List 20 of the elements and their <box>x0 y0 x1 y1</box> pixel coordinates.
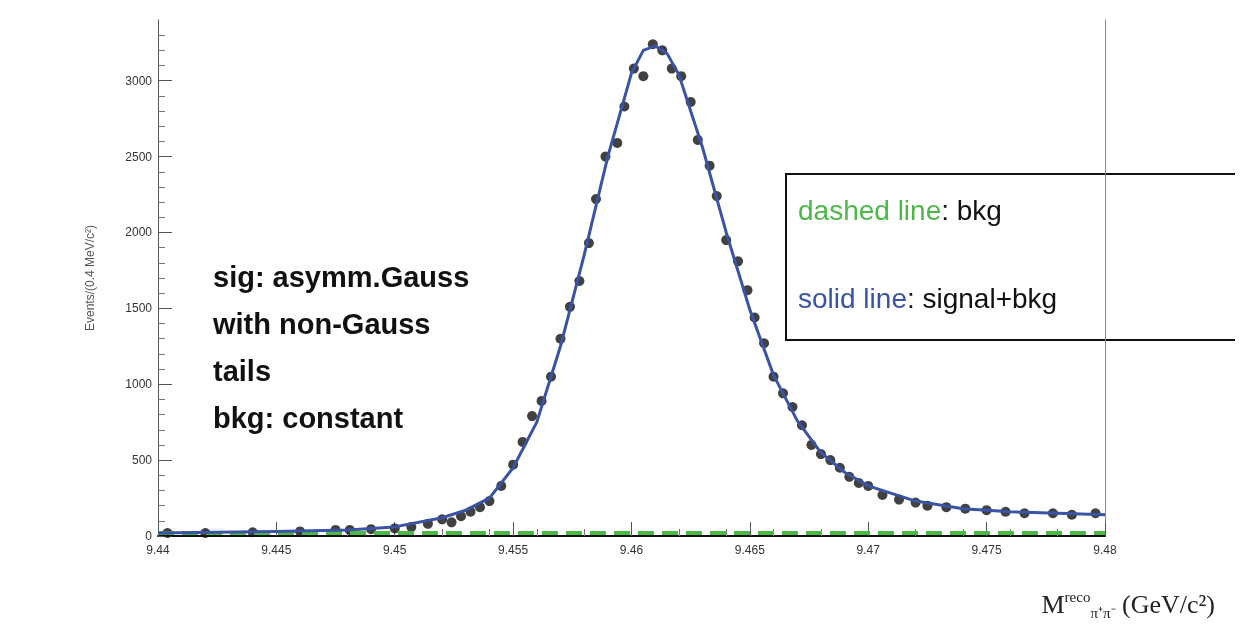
y-tick-label: 1000 <box>125 377 153 392</box>
x-tick-label: 9.45 <box>383 543 407 557</box>
y-axis-title: Events/(0.4 MeV/c²) <box>83 224 97 332</box>
x-tick-label: 9.465 <box>734 543 766 557</box>
y-tick-label: 500 <box>131 453 153 468</box>
y-tick-label: 2000 <box>125 225 153 240</box>
y-tick-label: 1500 <box>125 301 153 316</box>
x-tick-label: 9.455 <box>498 543 529 557</box>
x-tick-label: 9.48 <box>1093 543 1117 557</box>
x-tick-label: 9.46 <box>619 543 644 557</box>
series-label: solid line: signal+bkg <box>798 282 1058 314</box>
y-tick-label: 2500 <box>125 149 153 164</box>
y-tick-label: 0 <box>145 529 153 543</box>
x-tick-label: 9.44 <box>146 543 170 557</box>
text: dashed line: bkg <box>798 194 1002 226</box>
x-tick-label: 9.47 <box>856 543 881 557</box>
annotation: sig: asymm.Gauss with non-Gauss tails bkg: constant <box>212 260 470 434</box>
x-tick-label: 9.475 <box>971 543 1002 557</box>
y-tick-label: 3000 <box>125 73 153 88</box>
x-tick-label: 9.445 <box>261 543 292 557</box>
